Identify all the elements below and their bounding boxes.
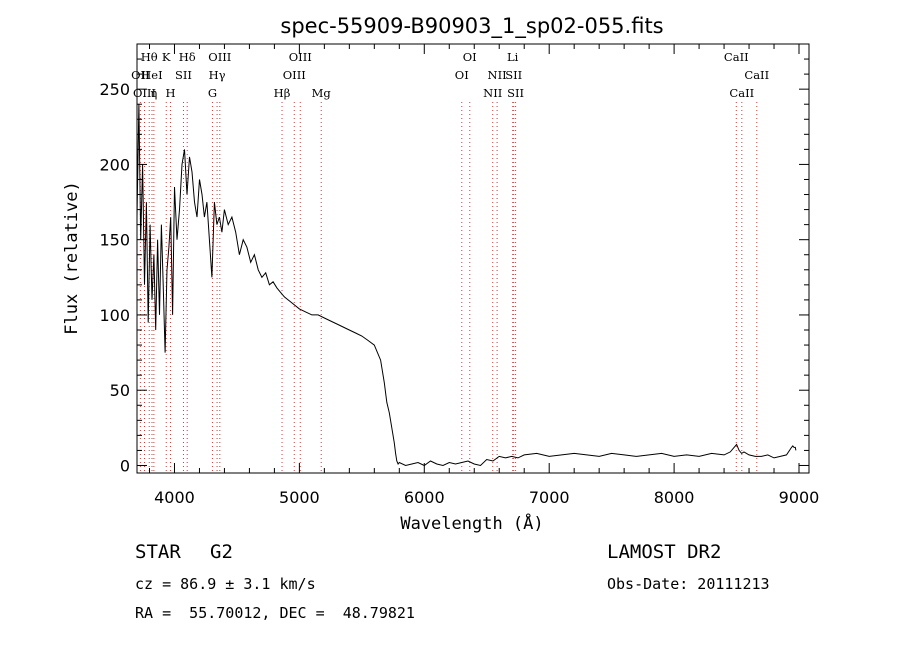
x-axis-ticks: 4000 5000 6000 7000 8000 9000	[148, 44, 820, 507]
y-axis-ticks: 0 50 100 150 200 250	[99, 58, 809, 475]
observation-date: Obs-Date: 20111213	[607, 575, 770, 593]
spectral-line-label: SII	[505, 68, 522, 82]
spectral-line-label: OI	[463, 50, 477, 64]
spectral-line-markers	[139, 102, 758, 473]
spectral-line-label: NII	[488, 68, 507, 82]
y-tick-label: 200	[99, 155, 130, 174]
spectral-line-label: CaII	[724, 50, 749, 64]
spectral-line-label: SII	[175, 68, 192, 82]
spectral-line-label: OII	[131, 68, 150, 82]
plot-frame	[136, 43, 810, 474]
y-tick-label: 100	[99, 306, 130, 325]
spectral-line-label: HeI	[141, 68, 162, 82]
x-tick-label: 4000	[154, 488, 195, 507]
x-tick-label: 5000	[279, 488, 320, 507]
survey-name: LAMOST DR2	[607, 541, 722, 563]
redshift-value: cz = 86.9 ± 3.1 km/s	[135, 575, 316, 593]
chart-title: spec-55909-B90903_1_sp02-055.fits	[280, 14, 663, 39]
x-tick-label: 9000	[779, 488, 820, 507]
y-tick-label: 250	[99, 80, 130, 99]
y-tick-label: 150	[99, 231, 130, 250]
x-axis-label: Wavelength (Å)	[400, 512, 543, 534]
spectral-line-label: Hγ	[209, 68, 226, 82]
spectral-line-label: K	[162, 50, 171, 64]
spectral-line-label: Mg	[312, 86, 332, 100]
spectral-line-label: OI	[455, 68, 469, 82]
spectral-line-label: CaII	[729, 86, 754, 100]
spectral-line-label: OIII	[208, 50, 231, 64]
x-tick-label: 8000	[654, 488, 695, 507]
spectrum-series-line	[136, 104, 797, 467]
spectral-line-label: SII	[507, 86, 524, 100]
spectral-line-label: Li	[507, 50, 519, 64]
spectral-line-label: CaII	[744, 68, 769, 82]
spectral-line-label: G	[208, 86, 217, 100]
object-class: STAR	[135, 541, 181, 563]
y-tick-label: 0	[120, 456, 130, 475]
x-tick-label: 7000	[529, 488, 570, 507]
spectral-line-label: η	[150, 86, 157, 100]
y-axis-label: Flux (relative)	[62, 181, 82, 335]
spectral-line-label: Hβ	[274, 86, 291, 100]
coordinates: RA = 55.70012, DEC = 48.79821	[135, 604, 415, 622]
spectral-line-label: Hδ	[179, 50, 196, 64]
spectral-line-label: OIII	[289, 50, 312, 64]
y-tick-label: 50	[110, 381, 130, 400]
spectral-line-label: Hθ	[141, 50, 158, 64]
spectral-line-label: NII	[483, 86, 502, 100]
spectral-line-label: OIII	[283, 68, 306, 82]
object-subclass: G2	[210, 541, 233, 563]
spectral-line-label: H	[165, 86, 175, 100]
x-tick-label: 6000	[404, 488, 445, 507]
